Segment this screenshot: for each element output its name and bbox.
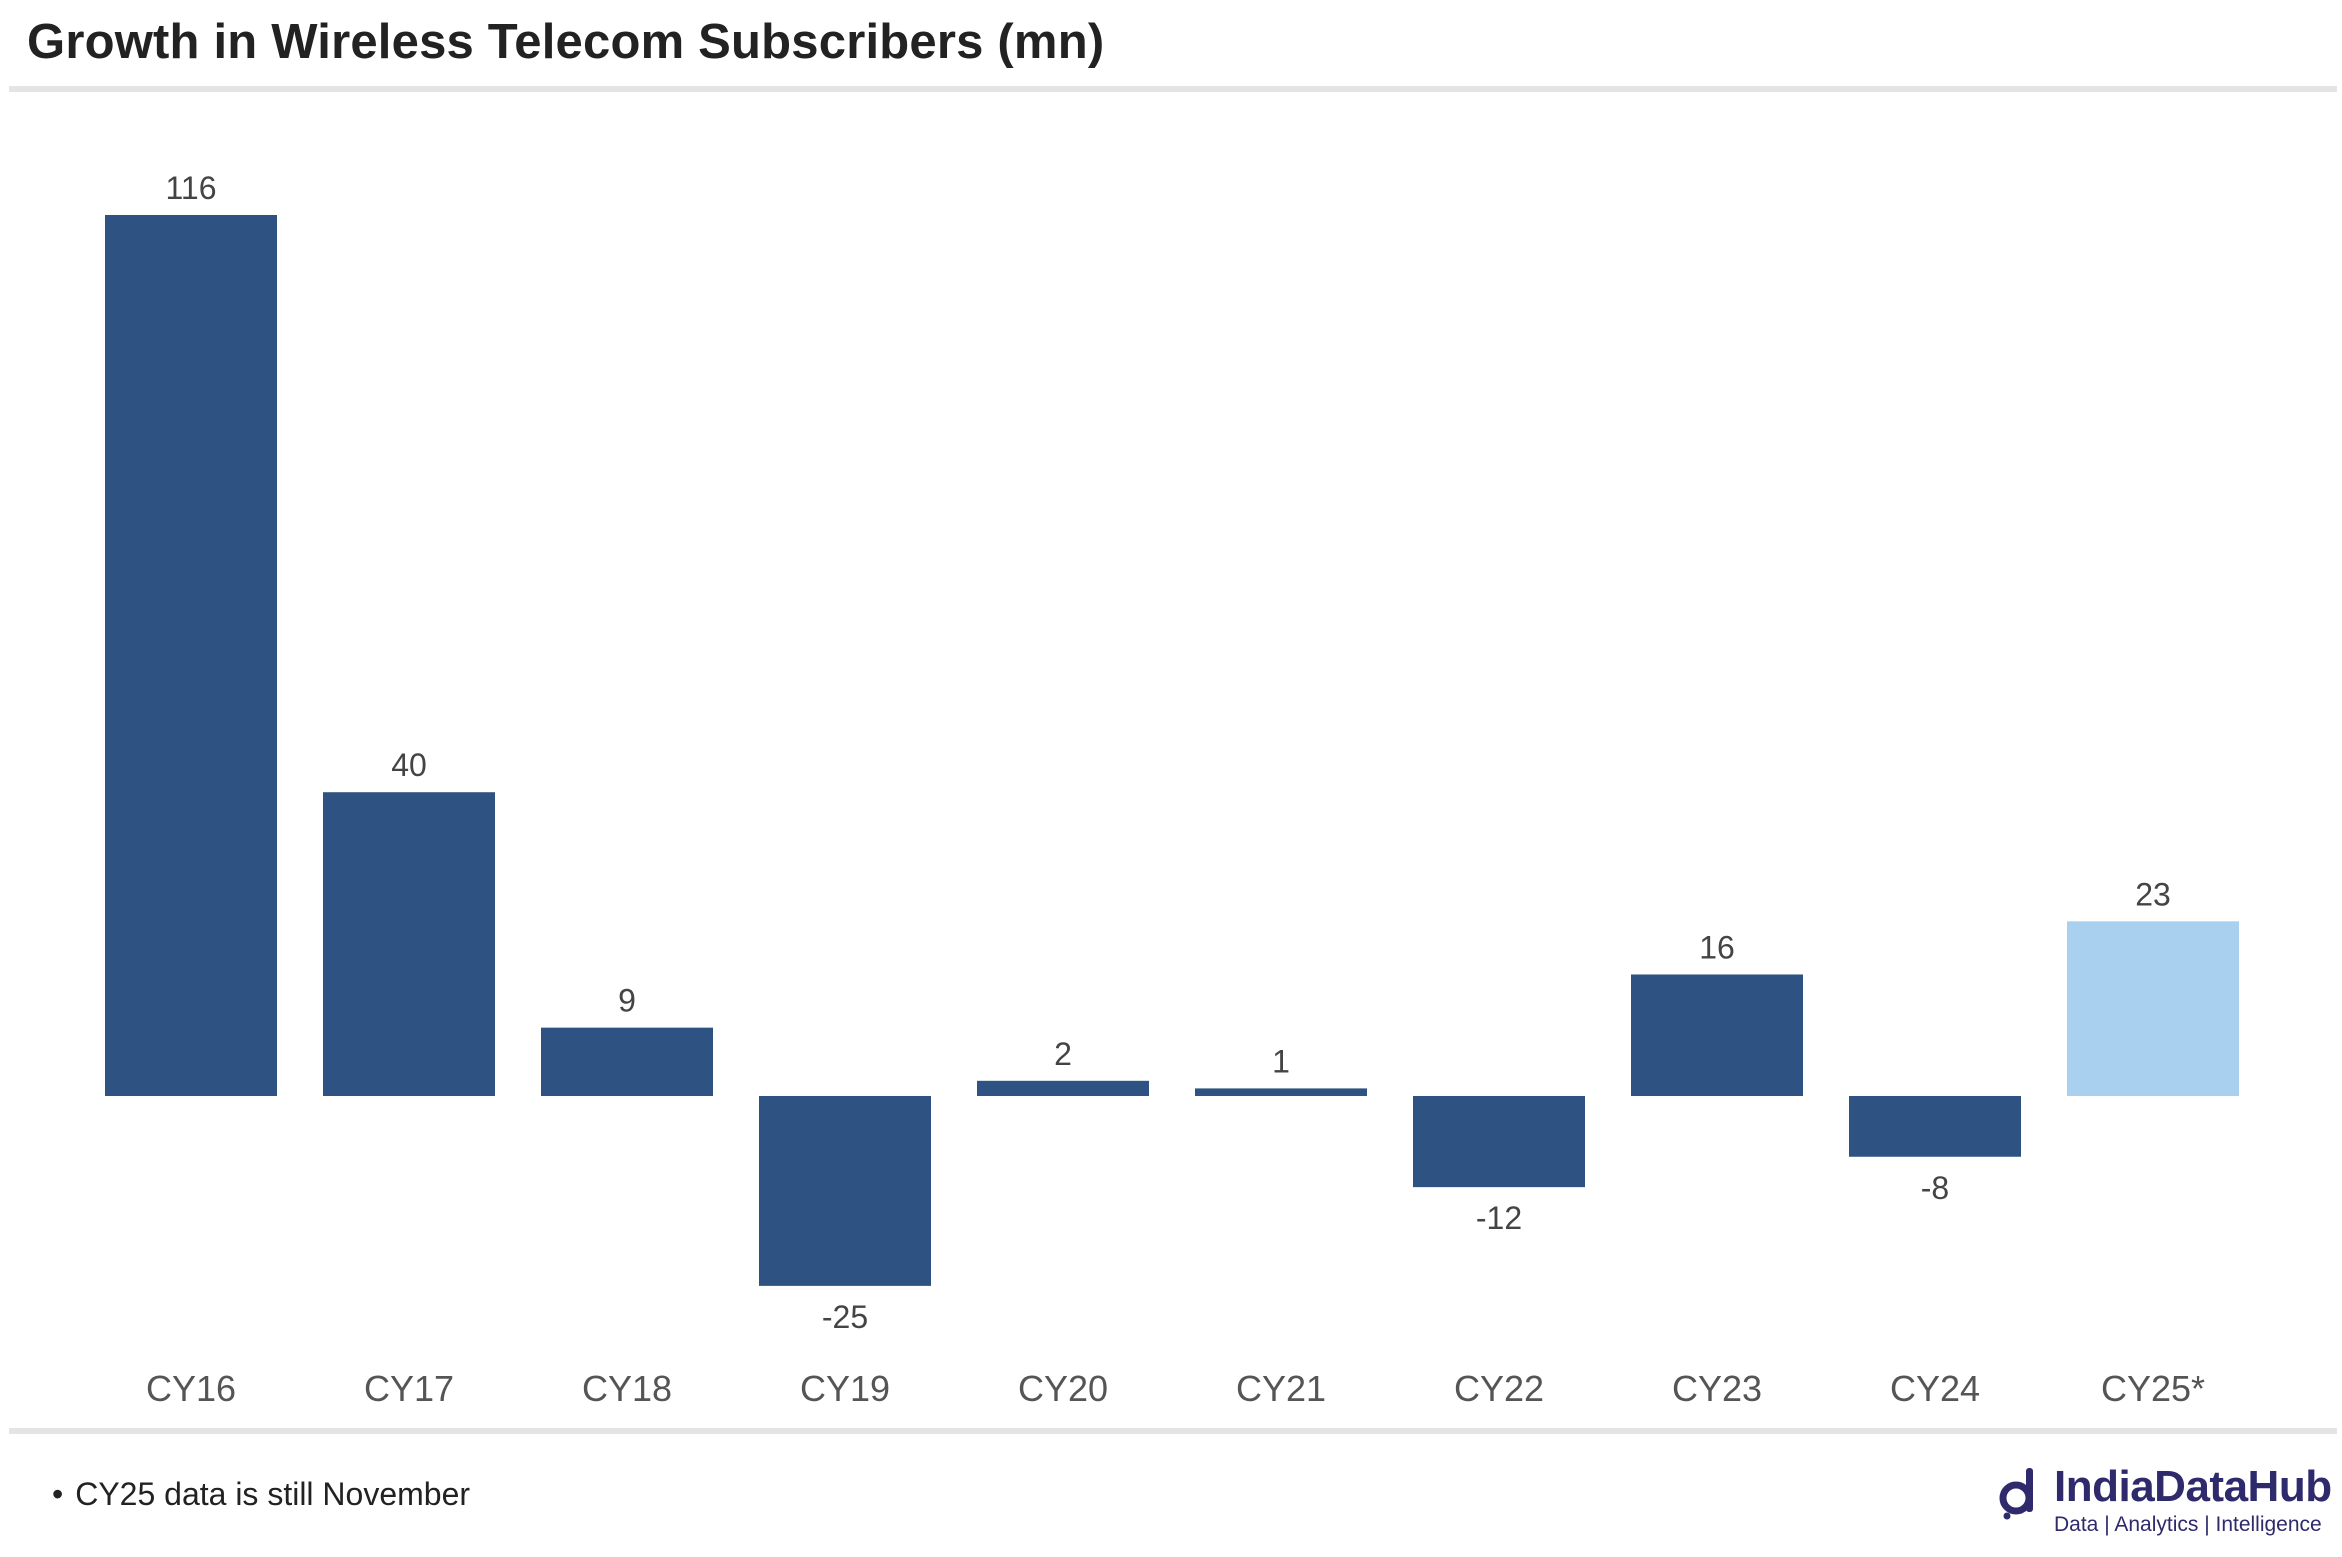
chart-title: Growth in Wireless Telecom Subscribers (… xyxy=(27,15,1105,69)
title-divider xyxy=(9,86,2337,92)
category-label-cy18: CY18 xyxy=(582,1368,672,1409)
bar-cy24 xyxy=(1849,1096,2021,1157)
value-label-cy18: 9 xyxy=(618,983,636,1019)
footer-divider xyxy=(9,1428,2337,1434)
bar-cy16 xyxy=(105,215,277,1096)
footnote: • CY25 data is still November xyxy=(52,1476,470,1513)
value-label-cy25: 23 xyxy=(2135,876,2171,912)
category-label-cy24: CY24 xyxy=(1890,1368,1980,1409)
bar-cy18 xyxy=(541,1027,713,1096)
footnote-bullet: • xyxy=(52,1476,64,1512)
value-label-cy17: 40 xyxy=(391,747,427,783)
logo-tagline: Data | Analytics | Intelligence xyxy=(2054,1513,2322,1536)
category-label-cy20: CY20 xyxy=(1018,1368,1108,1409)
bar-cy19 xyxy=(759,1096,931,1286)
category-label-cy25: CY25* xyxy=(2101,1368,2205,1409)
value-label-group: 116 40 9 -25 2 1 -12 16 -8 23 xyxy=(165,170,2170,1335)
value-label-cy19: -25 xyxy=(822,1299,868,1335)
bar-cy25 xyxy=(2067,921,2239,1096)
value-label-cy22: -12 xyxy=(1476,1200,1522,1236)
category-label-cy16: CY16 xyxy=(146,1368,236,1409)
bar-cy20 xyxy=(977,1080,1149,1096)
logo-brand-text: IndiaDataHub xyxy=(2054,1462,2332,1511)
bar-group xyxy=(105,215,2239,1286)
bar-cy23 xyxy=(1631,974,1803,1096)
bar-chart: 116 40 9 -25 2 1 -12 16 -8 23 CY16 CY17 CY18 CY19 CY2… xyxy=(105,170,2239,1409)
category-label-group: CY16 CY17 CY18 CY19 CY20 CY21 CY22 CY23 CY24 CY25… xyxy=(146,1368,2205,1409)
bar-cy22 xyxy=(1413,1096,1585,1188)
value-label-cy20: 2 xyxy=(1054,1036,1072,1072)
category-label-cy19: CY19 xyxy=(800,1368,890,1409)
value-label-cy21: 1 xyxy=(1272,1043,1290,1079)
category-label-cy23: CY23 xyxy=(1672,1368,1762,1409)
footnote-text: CY25 data is still November xyxy=(75,1476,471,1512)
category-label-cy21: CY21 xyxy=(1236,1368,1326,1409)
bar-cy21 xyxy=(1195,1088,1367,1096)
value-label-cy16: 116 xyxy=(165,170,216,206)
category-label-cy17: CY17 xyxy=(364,1368,454,1409)
brand-logo: IndiaDataHub Data | Analytics | Intellig… xyxy=(1998,1462,2333,1542)
category-label-cy22: CY22 xyxy=(1454,1368,1544,1409)
bar-cy17 xyxy=(323,792,495,1096)
indiadatahub-logo-icon xyxy=(1999,1468,2033,1520)
value-label-cy23: 16 xyxy=(1699,929,1735,965)
value-label-cy24: -8 xyxy=(1921,1170,1949,1206)
